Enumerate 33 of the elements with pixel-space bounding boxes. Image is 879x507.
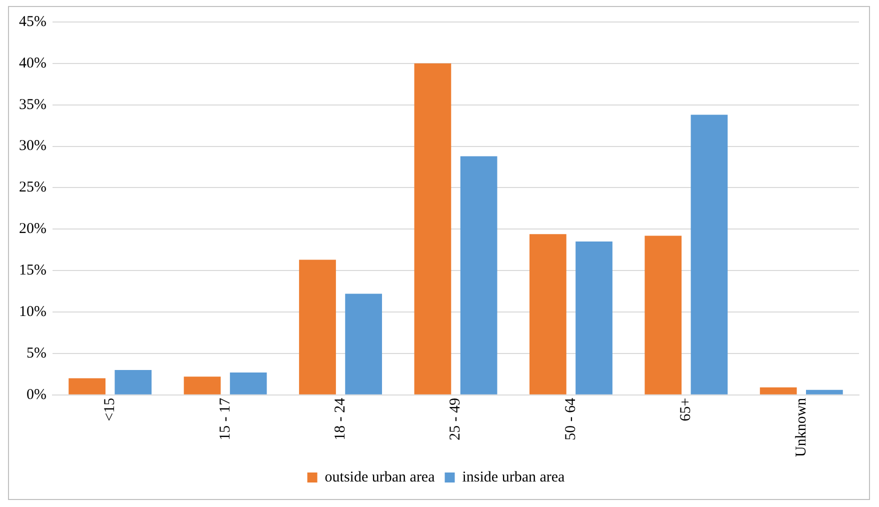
legend-label: inside urban area xyxy=(462,469,566,486)
bar xyxy=(460,156,498,394)
y-tick-label: 10% xyxy=(18,304,46,320)
y-tick-label: 40% xyxy=(18,55,46,72)
bar xyxy=(414,63,452,394)
bar xyxy=(299,260,336,394)
legend-label: outside urban area xyxy=(324,469,436,486)
y-tick-label: 20% xyxy=(18,221,46,238)
bar xyxy=(760,387,797,394)
x-tick-label: 15 - 17 xyxy=(217,397,234,440)
x-tick-label: 18 - 24 xyxy=(332,397,348,440)
y-tick-label: 0% xyxy=(26,386,46,403)
x-tick-label: <15 xyxy=(102,398,118,422)
bar xyxy=(529,234,566,394)
bar xyxy=(806,390,843,394)
x-tick-label: 65+ xyxy=(678,398,694,422)
bar xyxy=(184,376,221,394)
bar xyxy=(345,294,382,394)
y-tick-label: 35% xyxy=(18,96,46,113)
bar xyxy=(68,378,106,394)
y-tick-label: 45% xyxy=(18,14,46,30)
x-tick-label: 50 - 64 xyxy=(562,397,579,440)
bar xyxy=(690,114,728,394)
bar xyxy=(114,370,152,394)
y-tick-label: 5% xyxy=(26,345,46,362)
y-tick-label: 25% xyxy=(18,180,46,196)
bar xyxy=(230,372,267,394)
y-tick-label: 15% xyxy=(18,262,46,278)
y-tick-label: 30% xyxy=(18,138,46,154)
bar xyxy=(644,236,682,394)
bar xyxy=(576,242,612,394)
x-tick-label: Unknown xyxy=(793,397,810,458)
x-tick-label: 25 - 49 xyxy=(448,398,464,440)
